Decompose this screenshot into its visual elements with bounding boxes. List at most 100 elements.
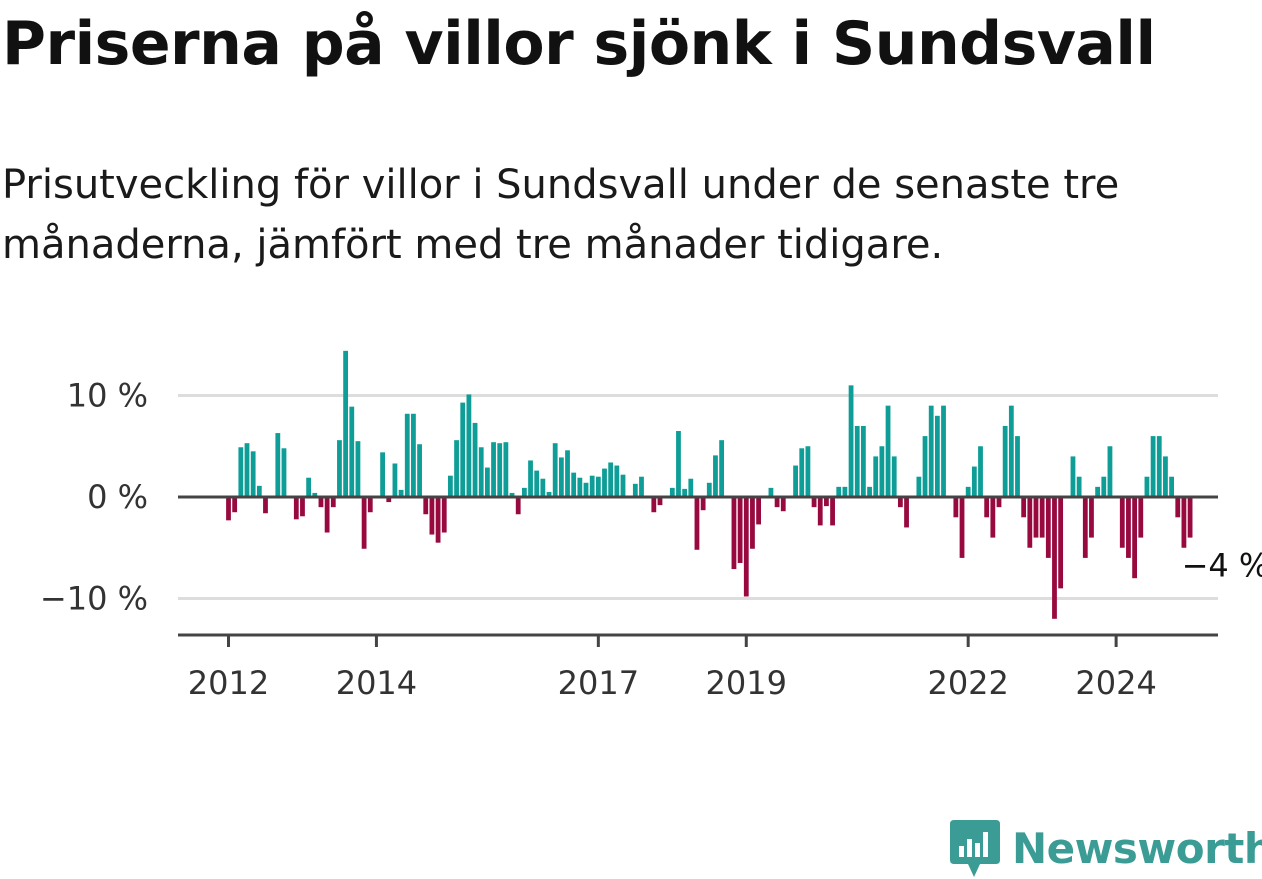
bar [1002,425,1008,497]
bar [324,497,330,533]
y-tick-label: 0 % [87,478,148,516]
bar [1187,497,1193,538]
bar [528,460,533,497]
bar [978,446,983,497]
brand-name: Newsworthy [1012,824,1262,873]
bar [466,394,472,498]
bar [558,457,564,498]
bar [1126,497,1131,558]
bar [614,465,620,497]
bar [1138,497,1144,538]
tick-labels: 10 % 0 % −10 % 2012 2014 2017 2019 2022 2024 −4 % [40,377,1262,703]
bar [232,497,238,513]
bar [238,447,244,497]
bar [854,425,860,497]
bar [1082,497,1088,558]
bar [367,497,373,513]
x-tick-label: 2014 [336,664,417,702]
bar [1156,436,1162,497]
bar [737,497,743,563]
bar [1070,456,1076,497]
bar [756,497,761,525]
bar [484,467,490,497]
bar [922,436,928,497]
bar [602,468,607,497]
bar [811,497,817,508]
bar [688,478,694,497]
bar [330,497,336,508]
bar [842,486,848,497]
bar [1039,497,1045,538]
grid-lines [178,394,1218,600]
bar [589,475,595,498]
bar [1150,436,1156,497]
bar [534,470,540,497]
bar [546,491,552,498]
x-tick-label: 2022 [927,664,1008,702]
bar [404,413,410,497]
bar [349,406,355,497]
bar [1181,497,1187,548]
bar [1045,497,1051,558]
bar [620,474,626,497]
bar [300,497,305,517]
bar [873,456,879,497]
bar [793,465,798,497]
bar [984,497,990,518]
bar [1101,476,1107,497]
bar [1015,436,1020,497]
y-tick-label: −10 % [40,580,148,618]
bar [244,443,250,497]
bar [891,456,897,497]
bar [281,448,287,497]
bar [386,497,392,503]
bar [293,497,299,520]
bar [398,489,404,497]
bar [799,448,805,497]
logo-icon [950,820,1000,877]
bar [312,492,318,497]
bar [1058,497,1064,589]
bar [429,497,435,535]
bar [577,477,583,497]
bar [497,443,503,497]
x-tick-label: 2024 [1075,664,1156,702]
bar [472,422,478,497]
bar [996,497,1002,508]
bar [941,405,946,497]
bar [1175,497,1181,518]
bars [226,350,1193,619]
bar [250,451,256,497]
bar [435,497,441,543]
bar [411,413,416,497]
bar [540,478,546,497]
bar [971,466,977,497]
bar [503,442,509,497]
bar [583,482,589,497]
bar [934,415,940,497]
bar [441,497,447,533]
bar [337,440,342,497]
bar [263,497,268,514]
bar [965,486,971,497]
bar [1169,476,1174,497]
bar [608,462,614,497]
bar [824,497,829,507]
bar [361,497,367,549]
bar [953,497,959,518]
bar [595,476,601,497]
bar [897,497,903,508]
bar [448,475,453,498]
axes [178,495,1218,647]
bar [706,482,712,497]
bar [774,497,780,508]
bar [1008,405,1014,497]
bar [731,497,737,570]
bar [885,405,891,497]
bar [355,441,361,498]
bar [1144,476,1150,497]
newsworthy-logo: Newsworthy [950,820,1262,878]
bar [1076,476,1082,497]
bar [521,487,527,497]
x-tick-label: 2012 [188,664,269,702]
